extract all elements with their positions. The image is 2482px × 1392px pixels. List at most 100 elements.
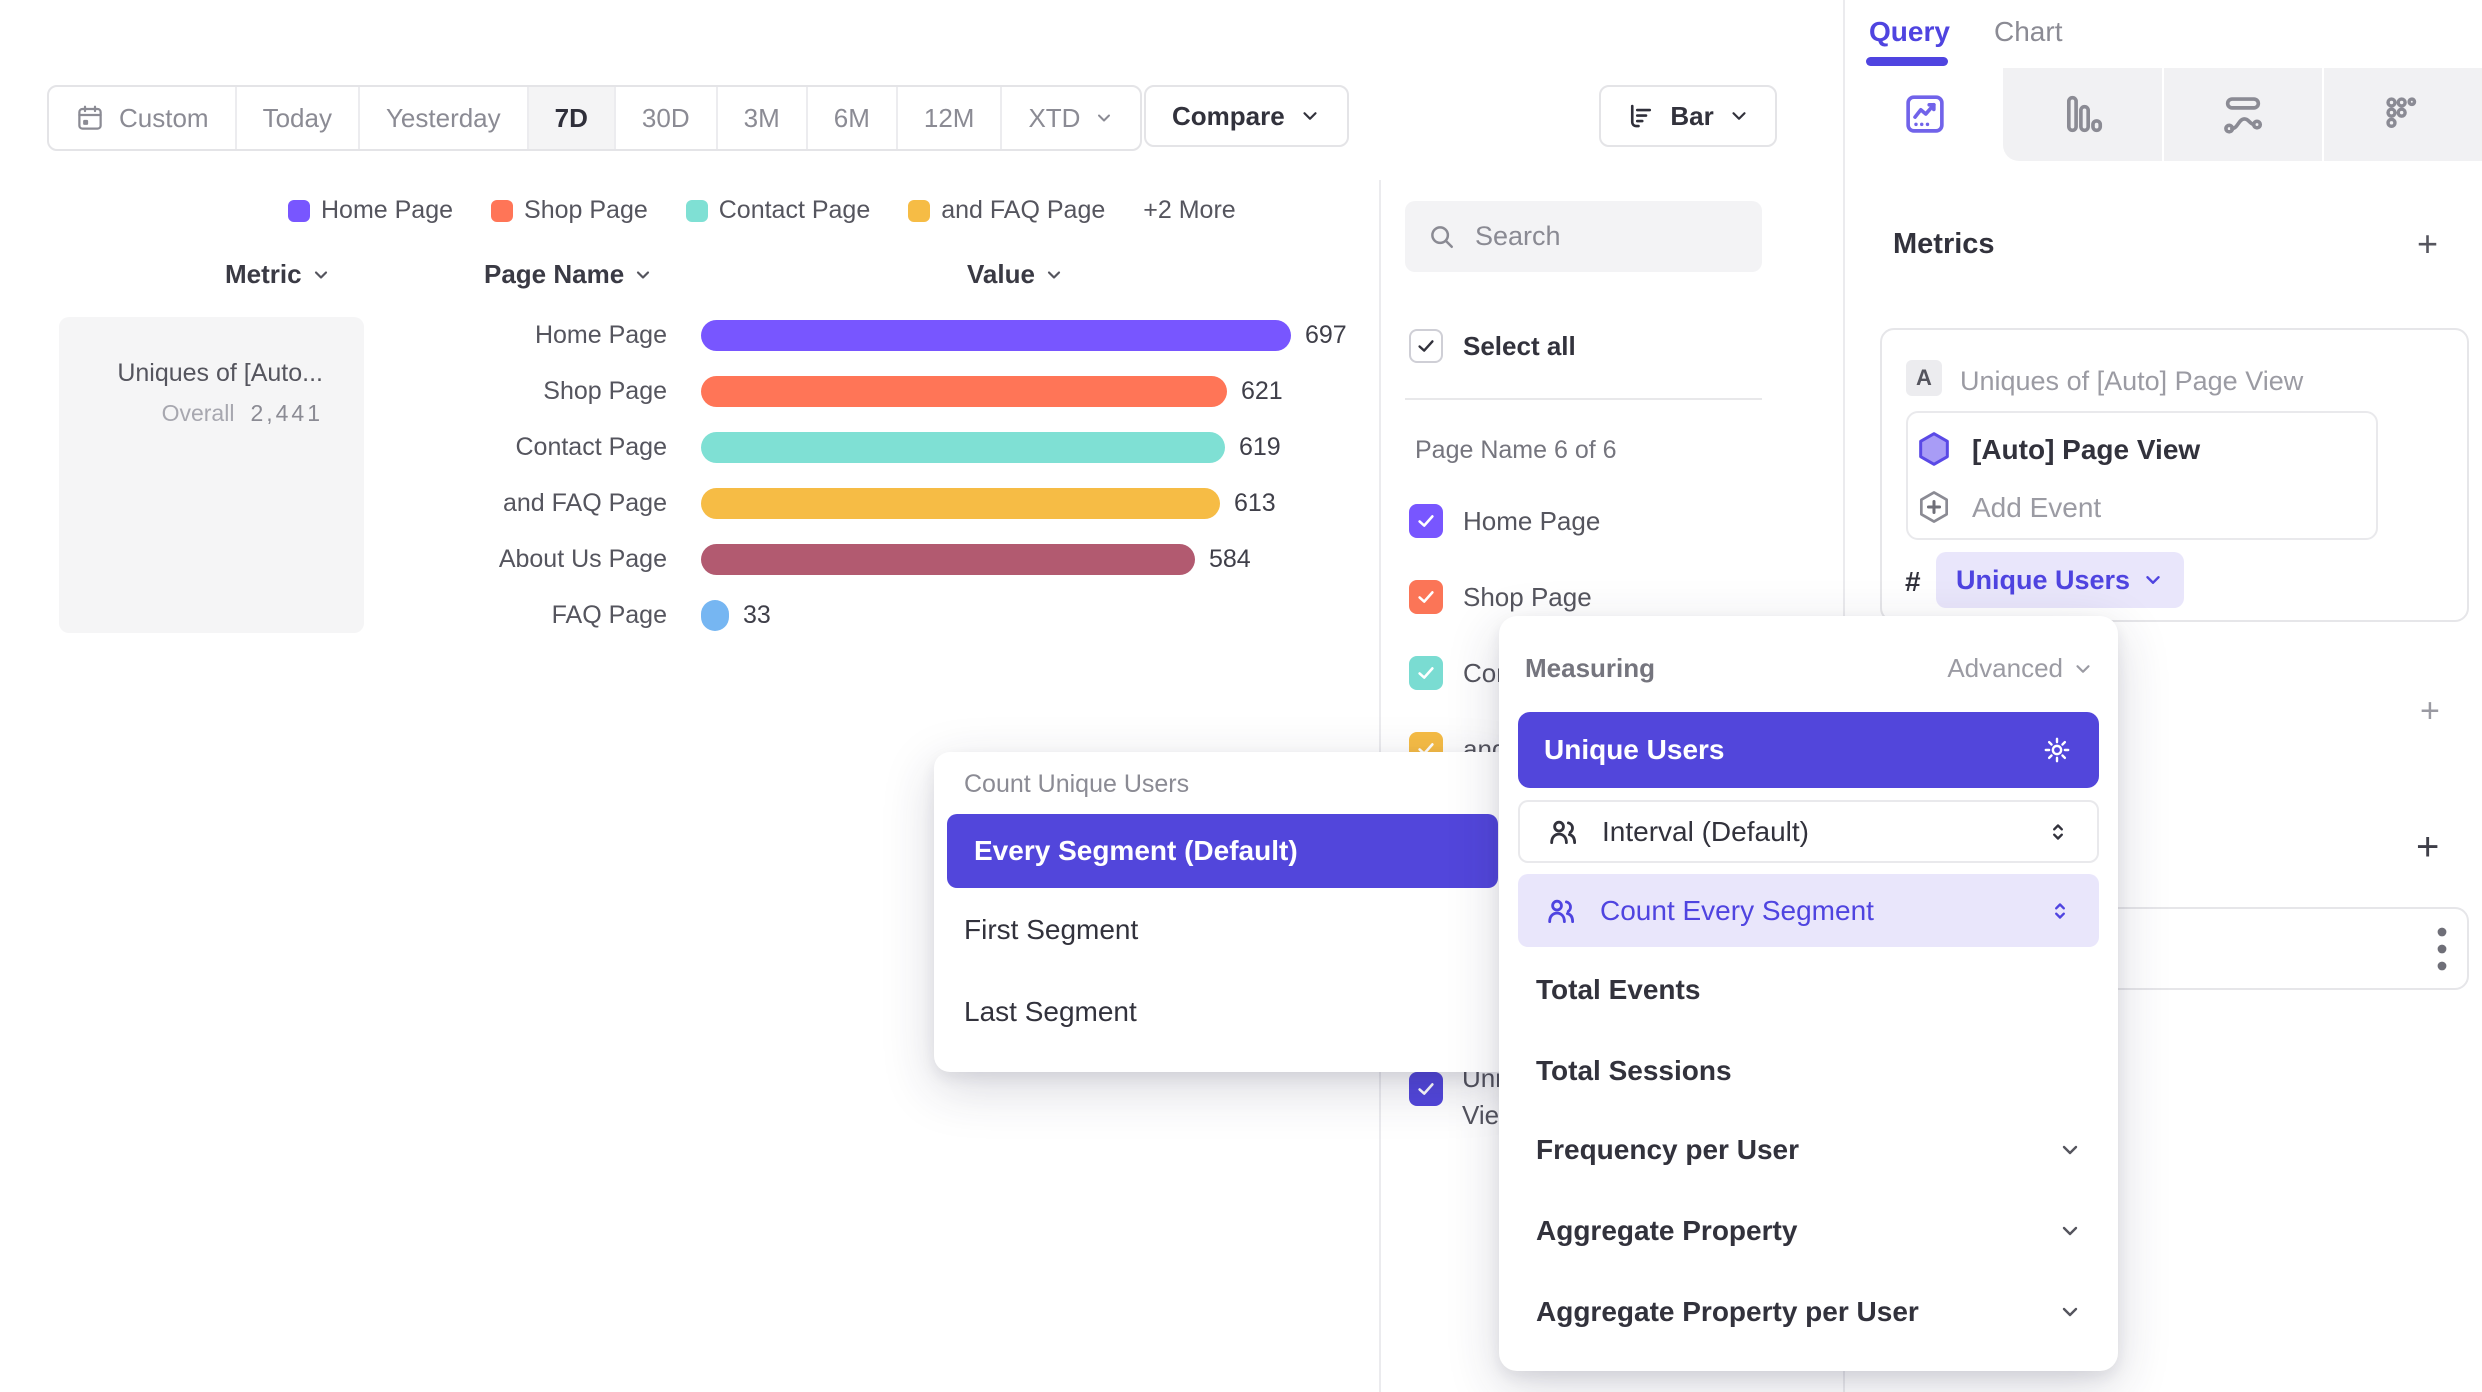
table-row[interactable]: 584 bbox=[701, 544, 1251, 575]
date-range-yesterday[interactable]: Yesterday bbox=[360, 87, 529, 149]
check-icon bbox=[1418, 515, 1434, 527]
metric-title: Uniques of [Auto... bbox=[117, 359, 323, 387]
option-first-segment[interactable]: First Segment bbox=[964, 914, 1139, 945]
table-row[interactable]: 619 bbox=[701, 432, 1281, 463]
chevron-down-icon bbox=[2146, 576, 2160, 584]
option-aggregate-property-per-user[interactable]: Aggregate Property per User bbox=[1536, 1296, 2082, 1328]
value-bar[interactable] bbox=[701, 432, 1225, 463]
option-frequency-per-user[interactable]: Frequency per User bbox=[1536, 1134, 2082, 1166]
date-range-label: Custom bbox=[119, 102, 209, 133]
table-row[interactable]: 613 bbox=[701, 488, 1276, 519]
chart-type-button[interactable]: Bar bbox=[1599, 85, 1777, 147]
select-all-row[interactable]: Select all bbox=[1409, 329, 1576, 363]
filter-item-home-page[interactable]: Home Page bbox=[1409, 504, 1600, 538]
checkbox-checked[interactable] bbox=[1409, 1072, 1443, 1106]
legend-item[interactable]: Home Page bbox=[288, 196, 453, 225]
popup-title: Count Unique Users bbox=[964, 770, 1190, 798]
add-metric-button[interactable]: + bbox=[2417, 223, 2439, 264]
table-row[interactable]: 621 bbox=[701, 376, 1283, 407]
chevron-down-icon bbox=[637, 270, 650, 279]
filter-group-label: Page Name 6 of 6 bbox=[1415, 436, 1617, 464]
add-filter-button[interactable]: + bbox=[2420, 692, 2440, 730]
legend-more[interactable]: +2 More bbox=[1143, 196, 1236, 224]
legend-item[interactable]: and FAQ Page bbox=[908, 196, 1105, 225]
date-range-30d[interactable]: 30D bbox=[616, 87, 718, 149]
option-last-segment[interactable]: Last Segment bbox=[964, 996, 1137, 1027]
compare-button[interactable]: Compare bbox=[1144, 85, 1349, 147]
calendar-icon bbox=[75, 103, 105, 133]
row-label: Contact Page bbox=[515, 433, 668, 461]
checkbox-checked[interactable] bbox=[1409, 580, 1443, 614]
check-icon bbox=[1418, 1083, 1434, 1095]
filter-item-shop-page[interactable]: Shop Page bbox=[1409, 580, 1592, 614]
metric-summary-card[interactable]: Uniques of [Auto... Overall 2,441 bbox=[59, 317, 364, 633]
bar-chart-icon bbox=[1626, 101, 1656, 131]
legend-swatch bbox=[908, 199, 931, 222]
add-event-button[interactable]: Add Event bbox=[1972, 492, 2102, 523]
gear-icon bbox=[2044, 737, 2070, 763]
legend-swatch bbox=[685, 199, 708, 222]
bar-value: 619 bbox=[1239, 433, 1281, 461]
legend-item[interactable]: Shop Page bbox=[491, 196, 648, 225]
active-tab-underline bbox=[1866, 57, 1948, 66]
legend-swatch bbox=[288, 199, 310, 222]
aggregation-pill[interactable]: Unique Users bbox=[1936, 552, 2185, 608]
date-range-3m[interactable]: 3M bbox=[718, 87, 808, 149]
metric-column-header[interactable]: Metric bbox=[225, 259, 331, 290]
measuring-unique-users-selected[interactable]: Unique Users bbox=[1518, 712, 2099, 788]
people-icon bbox=[1548, 899, 1575, 923]
view-tab-flows[interactable] bbox=[2220, 91, 2266, 137]
value-column-header[interactable]: Value bbox=[967, 259, 1064, 290]
table-row[interactable]: 697 bbox=[701, 320, 1347, 351]
select-all-checkbox[interactable] bbox=[1409, 329, 1443, 363]
option-total-sessions[interactable]: Total Sessions bbox=[1536, 1055, 1732, 1086]
date-range-12m[interactable]: 12M bbox=[898, 87, 1003, 149]
view-tab-funnels[interactable] bbox=[2060, 91, 2106, 137]
flows-icon bbox=[2224, 97, 2263, 134]
tab-chart[interactable]: Chart bbox=[1994, 16, 2063, 47]
value-bar[interactable] bbox=[701, 488, 1220, 519]
bar-value: 584 bbox=[1209, 545, 1251, 573]
event-card[interactable] bbox=[1906, 411, 2378, 540]
checkbox-checked[interactable] bbox=[1409, 504, 1443, 538]
table-row[interactable]: 33 bbox=[701, 600, 771, 631]
value-bar[interactable] bbox=[701, 376, 1227, 407]
value-bar[interactable] bbox=[701, 320, 1291, 351]
bar-value: 613 bbox=[1234, 489, 1276, 517]
view-tab-retention[interactable] bbox=[2380, 91, 2426, 137]
people-icon bbox=[1550, 820, 1577, 844]
kebab-menu-icon[interactable] bbox=[2432, 924, 2452, 974]
bar-value: 33 bbox=[743, 601, 771, 629]
row-label: FAQ Page bbox=[551, 601, 667, 629]
tab-query[interactable]: Query bbox=[1869, 16, 1950, 47]
option-total-events[interactable]: Total Events bbox=[1536, 974, 1701, 1005]
legend-item[interactable]: Contact Page bbox=[685, 196, 870, 225]
view-tab-insights[interactable] bbox=[1902, 91, 1948, 137]
search-box[interactable] bbox=[1405, 201, 1762, 272]
retention-grid-icon bbox=[2386, 97, 2417, 128]
option-aggregate-property[interactable]: Aggregate Property bbox=[1536, 1215, 2082, 1247]
date-range-today[interactable]: Today bbox=[237, 87, 360, 149]
date-range-selector: Custom Today Yesterday 7D 30D 3M 6M 12M … bbox=[47, 85, 1143, 151]
checkbox-checked[interactable] bbox=[1409, 656, 1443, 690]
row-label: Home Page bbox=[534, 321, 667, 349]
count-every-segment-selector[interactable]: Count Every Segment bbox=[1518, 874, 2099, 947]
value-bar[interactable] bbox=[701, 544, 1195, 575]
date-range-xtd[interactable]: XTD bbox=[1002, 87, 1140, 149]
advanced-toggle[interactable]: Advanced bbox=[1947, 653, 2094, 684]
interval-selector[interactable]: Interval (Default) bbox=[1518, 800, 2099, 863]
add-breakdown-button[interactable]: + bbox=[2416, 825, 2440, 869]
date-range-7d[interactable]: 7D bbox=[528, 87, 616, 149]
overall-value: 2,441 bbox=[250, 400, 323, 426]
date-range-6m[interactable]: 6M bbox=[808, 87, 898, 149]
page-name-column-header[interactable]: Page Name bbox=[484, 259, 653, 290]
filter-item-uniques[interactable] bbox=[1409, 1072, 1443, 1106]
option-every-segment[interactable]: Every Segment (Default) bbox=[947, 814, 1498, 888]
add-event-icon bbox=[1915, 488, 1953, 526]
check-icon bbox=[1418, 591, 1434, 603]
chevron-down-icon bbox=[1094, 108, 1114, 128]
search-input[interactable] bbox=[1473, 220, 1717, 253]
value-bar[interactable] bbox=[701, 600, 729, 631]
chevron-down-icon bbox=[2062, 1307, 2078, 1317]
date-range-custom[interactable]: Custom bbox=[49, 87, 237, 149]
